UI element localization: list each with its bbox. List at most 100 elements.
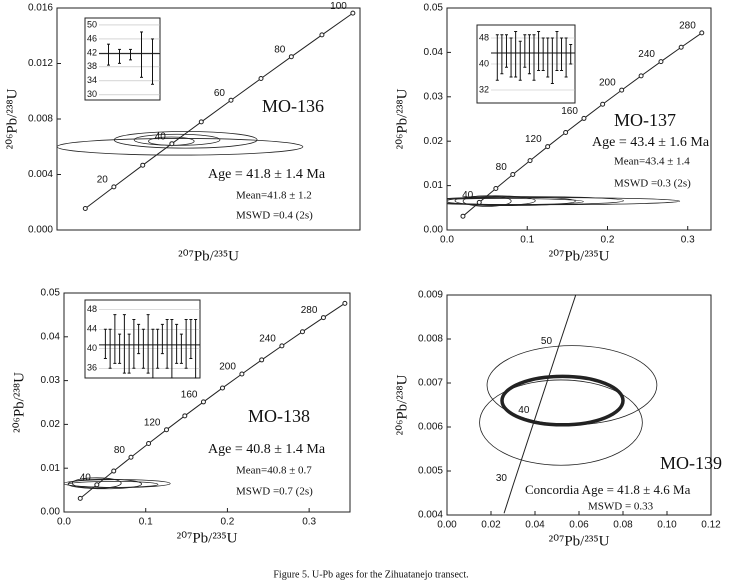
y-axis-label: ²⁰⁶Pb/²³⁸U <box>4 88 20 149</box>
age-marker <box>219 385 225 391</box>
y-tick-label: 0.008 <box>28 114 53 125</box>
age-label: 200 <box>599 78 616 89</box>
age-marker <box>678 44 684 50</box>
age-label: 280 <box>679 21 696 32</box>
annotation: Age = 40.8 ± 1.4 Ma <box>208 442 326 457</box>
plot-area <box>57 10 356 211</box>
inset-tick-label: 48 <box>479 32 489 42</box>
annotation: Mean=41.8 ± 1.2 <box>236 190 312 202</box>
age-marker <box>563 129 569 135</box>
error-ellipse <box>500 374 625 427</box>
age-marker <box>146 441 152 447</box>
inset-tick-label: 30 <box>87 89 97 99</box>
age-label: 40 <box>80 472 92 483</box>
age-marker <box>198 119 204 125</box>
age-marker <box>279 343 285 349</box>
age-marker <box>94 482 100 488</box>
y-tick-label: 0.004 <box>28 169 53 180</box>
age-marker <box>82 205 88 211</box>
age-marker <box>510 172 516 178</box>
caption: Figure 5. U-Pb ages for the Zihuatanejo … <box>273 569 468 580</box>
y-tick-label: 0.005 <box>418 466 443 477</box>
age-marker <box>581 115 587 121</box>
y-tick-label: 0.03 <box>41 375 61 386</box>
annotation: Concordia Age = 41.8 ± 4.6 Ma <box>525 482 691 497</box>
error-ellipse <box>113 131 258 149</box>
age-marker <box>239 371 245 377</box>
x-tick-label: 0.3 <box>302 517 316 528</box>
plot-frame <box>63 292 351 513</box>
y-tick-label: 0.006 <box>418 422 443 433</box>
y-tick-label: 0.05 <box>41 288 61 299</box>
error-ellipse <box>67 480 159 488</box>
x-tick-label: 0.06 <box>569 520 589 531</box>
y-axis-label: ²⁰⁶Pb/²³⁸U <box>11 372 27 433</box>
age-label: 20 <box>97 174 109 185</box>
x-tick-label: 0.2 <box>601 235 615 246</box>
y-tick-label: 0.03 <box>424 91 444 102</box>
x-axis-label: ²⁰⁷Pb/²³⁵U <box>178 248 239 264</box>
annotation: MSWD = 0.33 <box>588 501 654 513</box>
y-tick-label: 0.012 <box>28 58 53 69</box>
age-label: 240 <box>259 334 276 345</box>
y-tick-label: 0.008 <box>418 334 443 345</box>
age-label: 120 <box>525 134 542 145</box>
age-label: 100 <box>330 1 347 12</box>
age-label: 30 <box>496 473 508 484</box>
y-tick-label: 0.004 <box>418 510 443 521</box>
age-marker <box>228 97 234 103</box>
x-axis-label: ²⁰⁷Pb/²³⁵U <box>177 530 238 546</box>
age-label: 60 <box>214 88 226 99</box>
y-tick-label: 0.04 <box>424 47 444 58</box>
inset-tick-label: 46 <box>87 33 97 43</box>
inset-tick-label: 44 <box>87 324 97 334</box>
age-label: 120 <box>144 417 161 428</box>
age-marker <box>258 75 264 81</box>
plot-frame <box>446 7 712 231</box>
age-label: 80 <box>274 44 286 55</box>
inset-tick-label: 40 <box>479 58 489 68</box>
inset-tick-label: 40 <box>87 343 97 353</box>
age-marker <box>77 495 83 501</box>
y-tick-label: 0.016 <box>28 3 53 14</box>
annotation: Mean=40.8 ± 0.7 <box>236 465 312 477</box>
inset-tick-label: 50 <box>87 19 97 29</box>
y-axis-label: ²⁰⁶Pb/²³⁸U <box>394 374 410 435</box>
y-tick-label: 0.01 <box>41 463 61 474</box>
error-ellipse <box>57 138 304 156</box>
x-tick-label: 0.2 <box>220 517 234 528</box>
age-marker <box>320 315 326 321</box>
age-marker <box>140 162 146 168</box>
age-marker <box>164 427 170 433</box>
age-marker <box>342 300 348 306</box>
x-tick-label: 0.12 <box>701 520 721 531</box>
age-marker <box>169 141 175 147</box>
age-label: 160 <box>181 390 198 401</box>
y-tick-label: 0.00 <box>424 225 444 236</box>
annotation: MSWD =0.3 (2s) <box>614 178 691 190</box>
age-marker <box>111 468 117 474</box>
age-marker <box>476 199 482 205</box>
age-label: 40 <box>518 405 530 416</box>
sample-title: MO-138 <box>248 406 310 426</box>
inset-frame <box>84 17 161 101</box>
plot-area <box>64 300 348 501</box>
age-marker <box>182 413 188 419</box>
age-label: 80 <box>496 162 508 173</box>
x-tick-label: 0.1 <box>139 517 153 528</box>
plot: 0.00 0.01 0.02 0.03 0.04 0.05 0.0 0.1 0.2 0.3 ²⁰⁷P… <box>394 3 712 264</box>
age-marker <box>350 10 356 16</box>
age-label: 50 <box>541 336 553 347</box>
y-tick-label: 0.02 <box>424 136 444 147</box>
y-tick-label: 0.009 <box>418 290 443 301</box>
x-tick-label: 0.00 <box>437 520 457 531</box>
age-marker <box>128 454 134 460</box>
annotation: MSWD =0.4 (2s) <box>236 210 313 222</box>
age-marker <box>527 158 533 164</box>
annotation: Age = 43.4 ± 1.6 Ma <box>592 135 710 150</box>
plot: 0.00 0.01 0.02 0.03 0.04 0.05 0.0 0.1 0.2 0.3 ²⁰⁷P… <box>11 288 351 546</box>
inset-tick-label: 34 <box>87 75 97 85</box>
age-marker <box>460 213 466 219</box>
age-marker <box>259 357 265 363</box>
x-tick-label: 0.10 <box>657 520 677 531</box>
